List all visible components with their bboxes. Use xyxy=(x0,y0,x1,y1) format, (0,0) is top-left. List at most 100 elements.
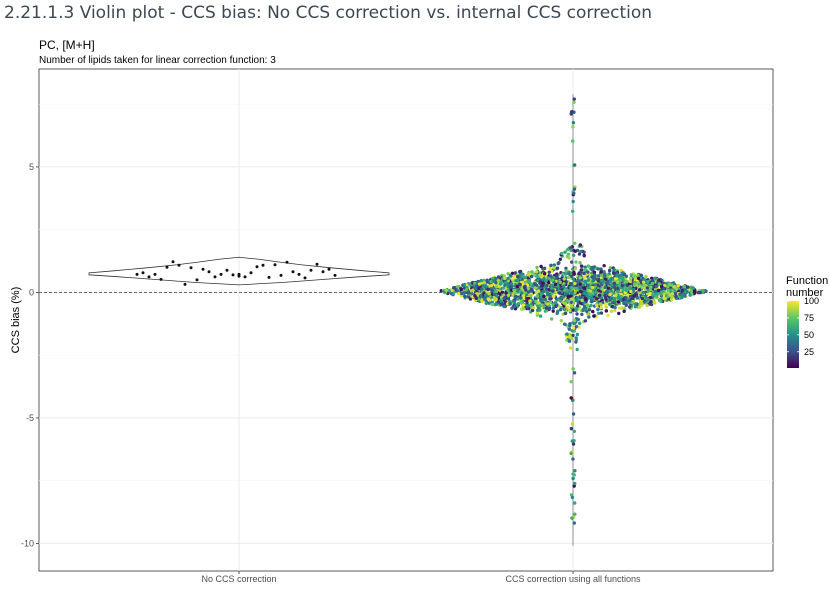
point-all-functions xyxy=(637,305,642,309)
point-all-functions xyxy=(599,311,604,315)
point-all-functions xyxy=(582,304,587,309)
point-all-functions xyxy=(486,297,490,301)
point-all-functions xyxy=(551,294,556,299)
y-axis-label: CCS bias (%) xyxy=(10,287,22,354)
point-all-functions xyxy=(646,298,651,302)
section-title: 2.21.1.3 Violin plot - CCS bias: No CCS … xyxy=(4,3,653,23)
legend-title-line1: Function xyxy=(786,275,828,287)
point-all-functions xyxy=(685,290,689,294)
point-all-functions xyxy=(632,294,636,298)
point-all-functions xyxy=(546,276,550,280)
point-all-functions xyxy=(506,276,510,281)
point-all-functions xyxy=(578,261,582,265)
colorbar-tick-label: 75 xyxy=(804,313,814,323)
point-all-functions xyxy=(499,281,503,285)
point-all-functions xyxy=(482,291,486,295)
point-all-functions xyxy=(633,302,638,306)
violin-no-correction xyxy=(88,256,390,286)
point-all-functions xyxy=(572,501,577,505)
point-all-functions xyxy=(636,274,640,278)
point-all-functions xyxy=(602,263,606,268)
point-all-functions xyxy=(497,285,502,289)
point-all-functions xyxy=(578,282,583,286)
point-all-functions xyxy=(653,276,658,280)
point-all-functions xyxy=(668,283,672,287)
point-all-functions xyxy=(551,302,555,307)
point-all-functions xyxy=(544,306,549,310)
point-all-functions xyxy=(590,299,594,304)
point-all-functions xyxy=(617,311,621,316)
point-all-functions xyxy=(515,278,520,282)
point-all-functions xyxy=(577,321,582,326)
point-all-functions xyxy=(572,163,577,167)
point-all-functions xyxy=(638,284,642,288)
point-all-functions xyxy=(569,294,573,298)
point-all-functions xyxy=(571,476,575,481)
point-all-functions xyxy=(510,278,515,282)
point-all-functions xyxy=(538,280,543,284)
point-all-functions xyxy=(503,280,508,285)
point-all-functions xyxy=(596,311,601,316)
point-all-functions xyxy=(588,289,593,293)
point-all-functions xyxy=(653,289,658,294)
point-all-functions xyxy=(572,318,577,323)
point-all-functions xyxy=(607,268,612,273)
point-all-functions xyxy=(615,280,620,284)
point-all-functions xyxy=(593,283,597,287)
point-all-functions xyxy=(673,291,678,296)
point-all-functions xyxy=(534,270,539,274)
point-all-functions xyxy=(551,306,556,310)
point-all-functions xyxy=(604,309,609,313)
point-all-functions xyxy=(636,276,641,281)
point-all-functions xyxy=(535,308,540,312)
color-legend: Function number 25 50 75 100 xyxy=(786,275,828,368)
point-all-functions xyxy=(583,268,587,272)
point-all-functions xyxy=(657,282,662,286)
point-all-functions xyxy=(563,250,567,254)
point-all-functions xyxy=(593,273,597,277)
point-no-correction xyxy=(255,265,259,269)
point-no-correction xyxy=(237,274,241,278)
point-all-functions xyxy=(637,288,642,292)
point-all-functions xyxy=(594,290,598,295)
point-all-functions xyxy=(544,287,549,291)
point-all-functions xyxy=(555,311,559,316)
point-all-functions xyxy=(533,286,537,290)
point-all-functions xyxy=(444,288,448,292)
point-all-functions xyxy=(489,283,494,288)
point-all-functions xyxy=(587,308,592,312)
point-all-functions xyxy=(582,291,586,295)
point-no-correction xyxy=(147,275,151,279)
point-all-functions xyxy=(622,309,626,314)
point-all-functions xyxy=(587,315,591,319)
point-all-functions xyxy=(669,297,674,302)
point-all-functions xyxy=(502,296,506,301)
point-all-functions xyxy=(571,139,575,143)
point-all-functions xyxy=(620,283,624,288)
point-all-functions xyxy=(474,296,478,301)
point-all-functions xyxy=(624,301,629,305)
point-all-functions xyxy=(582,276,587,281)
point-all-functions xyxy=(557,261,561,265)
point-all-functions xyxy=(513,271,517,275)
point-all-functions xyxy=(590,296,594,301)
point-all-functions xyxy=(474,286,478,290)
point-all-functions xyxy=(491,276,495,281)
point-all-functions xyxy=(573,512,577,516)
point-all-functions xyxy=(580,298,584,303)
x-tick-label: CCS correction using all functions xyxy=(505,574,641,584)
point-all-functions xyxy=(612,271,616,275)
point-all-functions xyxy=(591,309,595,314)
point-all-functions xyxy=(583,280,588,284)
point-all-functions xyxy=(599,306,603,310)
point-all-functions xyxy=(569,300,574,304)
point-all-functions xyxy=(534,299,538,304)
point-all-functions xyxy=(589,303,593,308)
point-all-functions xyxy=(570,439,575,443)
point-all-functions xyxy=(645,286,650,290)
point-all-functions xyxy=(559,318,564,323)
point-all-functions xyxy=(541,283,545,287)
point-all-functions xyxy=(654,295,658,299)
point-all-functions xyxy=(538,304,542,308)
point-all-functions xyxy=(569,304,574,308)
